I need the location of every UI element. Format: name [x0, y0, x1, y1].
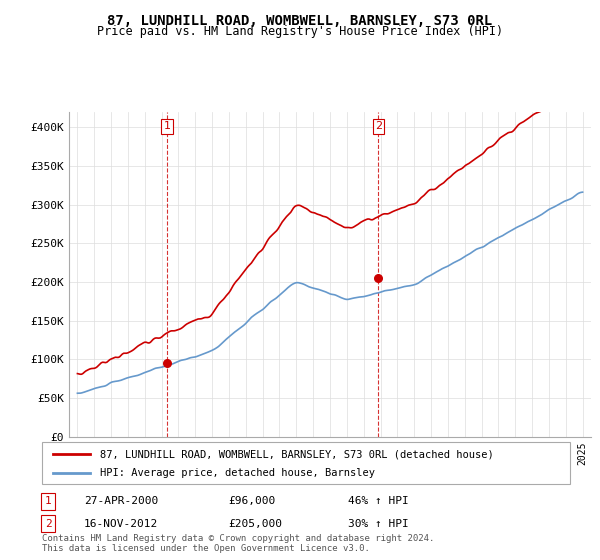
Text: 16-NOV-2012: 16-NOV-2012 [84, 519, 158, 529]
Text: 1: 1 [44, 496, 52, 506]
Text: Contains HM Land Registry data © Crown copyright and database right 2024.
This d: Contains HM Land Registry data © Crown c… [42, 534, 434, 553]
Text: 2: 2 [375, 122, 382, 131]
Text: Price paid vs. HM Land Registry's House Price Index (HPI): Price paid vs. HM Land Registry's House … [97, 25, 503, 38]
Point [374, 274, 383, 283]
Text: 87, LUNDHILL ROAD, WOMBWELL, BARNSLEY, S73 0RL: 87, LUNDHILL ROAD, WOMBWELL, BARNSLEY, S… [107, 14, 493, 28]
Text: £205,000: £205,000 [228, 519, 282, 529]
Text: 2: 2 [44, 519, 52, 529]
Text: 46% ↑ HPI: 46% ↑ HPI [348, 496, 409, 506]
Text: £96,000: £96,000 [228, 496, 275, 506]
Text: 27-APR-2000: 27-APR-2000 [84, 496, 158, 506]
Text: 30% ↑ HPI: 30% ↑ HPI [348, 519, 409, 529]
Text: 1: 1 [164, 122, 170, 131]
FancyBboxPatch shape [42, 442, 570, 484]
Point [162, 358, 172, 367]
Text: HPI: Average price, detached house, Barnsley: HPI: Average price, detached house, Barn… [100, 468, 375, 478]
Text: 87, LUNDHILL ROAD, WOMBWELL, BARNSLEY, S73 0RL (detached house): 87, LUNDHILL ROAD, WOMBWELL, BARNSLEY, S… [100, 449, 494, 459]
